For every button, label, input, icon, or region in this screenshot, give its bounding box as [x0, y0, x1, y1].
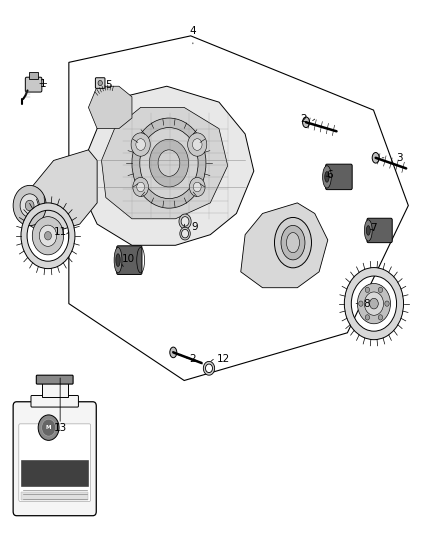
Circle shape	[45, 231, 51, 240]
Polygon shape	[28, 150, 97, 235]
Bar	[21, 492, 88, 500]
FancyBboxPatch shape	[325, 164, 352, 190]
Circle shape	[193, 182, 201, 192]
Text: 2: 2	[300, 114, 307, 124]
Text: 1: 1	[39, 78, 46, 88]
Circle shape	[378, 315, 383, 320]
Circle shape	[98, 80, 102, 86]
Circle shape	[385, 301, 389, 306]
Circle shape	[378, 287, 383, 293]
Circle shape	[158, 150, 180, 176]
FancyBboxPatch shape	[31, 395, 78, 407]
Text: 4: 4	[190, 26, 196, 36]
Text: 6: 6	[327, 171, 333, 180]
Text: 3: 3	[396, 153, 403, 163]
Bar	[21, 461, 88, 486]
Circle shape	[133, 177, 148, 197]
Ellipse shape	[286, 232, 300, 253]
Ellipse shape	[114, 247, 122, 273]
Circle shape	[370, 298, 378, 309]
Text: 5: 5	[105, 79, 111, 90]
Circle shape	[42, 419, 56, 436]
Ellipse shape	[275, 217, 311, 268]
Text: 7: 7	[370, 223, 377, 233]
Text: 2: 2	[190, 354, 196, 364]
Polygon shape	[241, 203, 328, 288]
Circle shape	[25, 200, 34, 211]
Text: 11: 11	[53, 227, 67, 237]
Ellipse shape	[116, 254, 120, 266]
Circle shape	[365, 287, 370, 293]
Bar	[29, 72, 38, 79]
Circle shape	[365, 315, 370, 320]
Text: 8: 8	[363, 298, 369, 309]
Polygon shape	[88, 86, 132, 128]
Circle shape	[32, 216, 64, 255]
Ellipse shape	[372, 152, 379, 163]
Text: 10: 10	[122, 254, 135, 263]
FancyBboxPatch shape	[25, 77, 42, 92]
Circle shape	[357, 284, 391, 324]
Circle shape	[131, 133, 150, 156]
Ellipse shape	[322, 166, 331, 188]
Circle shape	[38, 415, 59, 440]
Text: 9: 9	[192, 222, 198, 232]
Ellipse shape	[364, 220, 372, 241]
FancyBboxPatch shape	[19, 424, 91, 502]
FancyBboxPatch shape	[13, 402, 96, 516]
FancyBboxPatch shape	[95, 78, 105, 88]
Circle shape	[13, 185, 46, 225]
Ellipse shape	[366, 225, 370, 235]
Polygon shape	[80, 86, 254, 245]
Circle shape	[364, 292, 384, 316]
Circle shape	[136, 139, 145, 150]
Ellipse shape	[303, 117, 310, 127]
Polygon shape	[102, 108, 228, 219]
Ellipse shape	[325, 172, 329, 182]
Circle shape	[149, 139, 188, 187]
FancyBboxPatch shape	[36, 375, 73, 384]
Bar	[42, 383, 67, 397]
Circle shape	[20, 194, 39, 217]
Circle shape	[189, 177, 205, 197]
Ellipse shape	[170, 347, 177, 358]
Text: 13: 13	[53, 423, 67, 433]
Circle shape	[137, 182, 145, 192]
Text: M: M	[46, 425, 51, 430]
Text: 12: 12	[217, 354, 230, 364]
Circle shape	[359, 301, 363, 306]
Circle shape	[39, 225, 57, 246]
FancyBboxPatch shape	[367, 218, 392, 243]
Circle shape	[187, 133, 207, 156]
FancyBboxPatch shape	[117, 246, 142, 274]
Ellipse shape	[281, 225, 305, 260]
Circle shape	[192, 139, 202, 150]
